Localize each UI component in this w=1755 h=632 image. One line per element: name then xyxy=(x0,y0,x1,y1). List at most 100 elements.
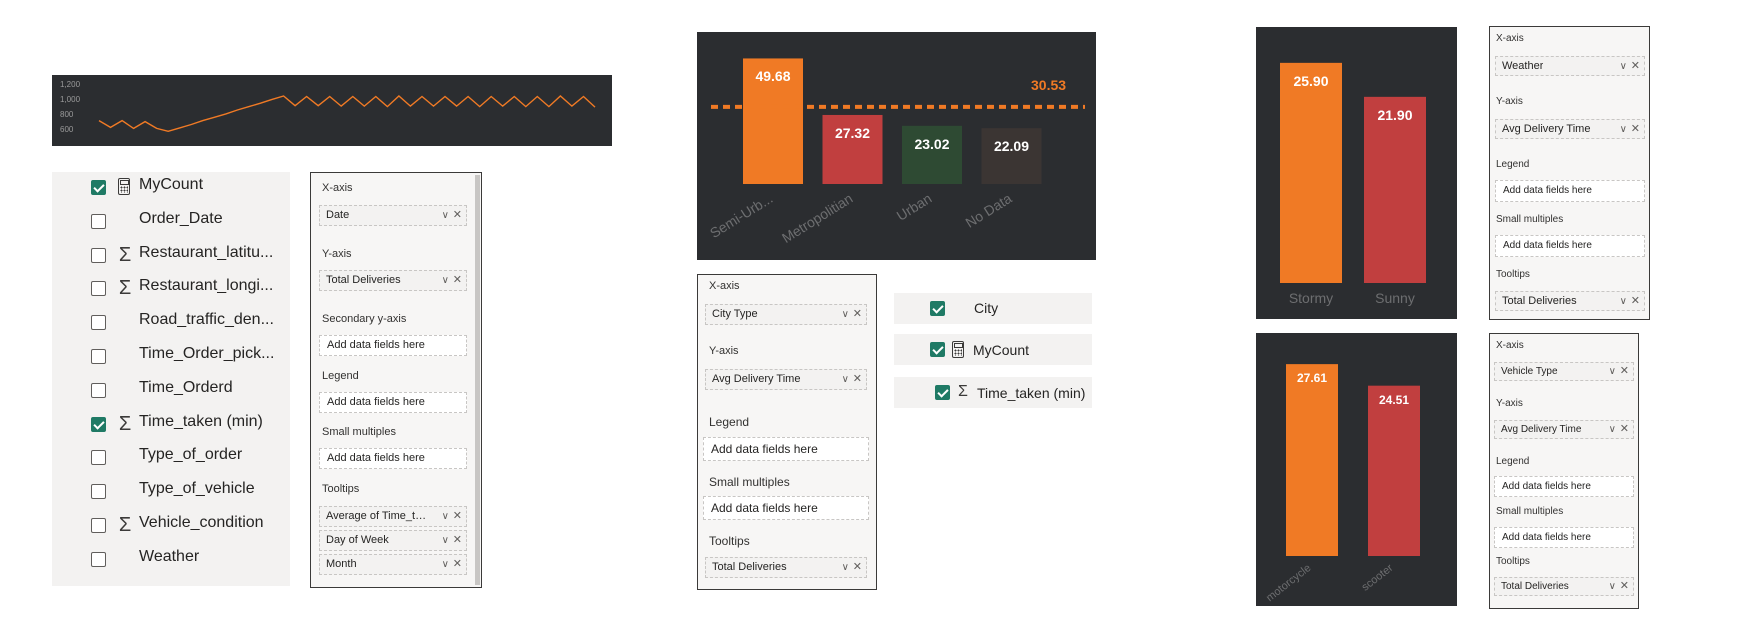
field-row[interactable]: MyCount xyxy=(52,174,290,204)
field-row[interactable]: Weather xyxy=(52,546,290,576)
bar[interactable] xyxy=(1280,62,1342,283)
remove-icon[interactable]: ✕ xyxy=(1619,365,1629,377)
city-bar-chart-visual[interactable]: 30.53 49.68 Semi-Urb... 27.32 Metropolitian… xyxy=(697,32,1096,260)
chevron-down-icon[interactable]: ∨ xyxy=(1619,124,1627,135)
remove-icon[interactable]: ✕ xyxy=(1619,423,1629,435)
small-multiples-drop-zone[interactable]: Add data fields here xyxy=(319,448,467,469)
x-axis-field-pill[interactable]: City Type ∨ ✕ xyxy=(705,304,867,325)
field-row[interactable]: Type_of_vehicle xyxy=(52,478,290,508)
remove-icon[interactable]: ✕ xyxy=(452,510,462,522)
legend-drop-zone[interactable]: Add data fields here xyxy=(319,392,467,413)
secondary-axis-drop-zone[interactable]: Add data fields here xyxy=(319,335,467,356)
y-tick-label: 600 xyxy=(60,125,74,134)
y-axis-field-pill[interactable]: Avg Delivery Time ∨ ✕ xyxy=(705,369,867,390)
checkbox[interactable] xyxy=(91,518,106,533)
tooltip-field-pill[interactable]: Total Deliveries ∨ ✕ xyxy=(1495,291,1645,311)
remove-icon[interactable]: ✕ xyxy=(852,561,862,573)
small-multiples-drop-zone[interactable]: Add data fields here xyxy=(703,496,869,520)
chevron-down-icon[interactable]: ∨ xyxy=(1608,366,1616,377)
legend-drop-zone[interactable]: Add data fields here xyxy=(703,437,869,461)
chevron-down-icon[interactable]: ∨ xyxy=(841,562,849,573)
checkbox[interactable] xyxy=(91,416,106,432)
field-row[interactable]: Σ Restaurant_longi... xyxy=(52,275,290,305)
remove-icon[interactable]: ✕ xyxy=(1630,123,1640,135)
checkbox[interactable] xyxy=(91,213,106,229)
checkbox[interactable] xyxy=(91,484,106,500)
field-row[interactable]: Σ Restaurant_latitu... xyxy=(52,242,290,272)
bar[interactable] xyxy=(743,58,803,184)
remove-icon[interactable]: ✕ xyxy=(852,373,862,385)
tooltip-field-pill[interactable]: Day of Week ∨ ✕ xyxy=(319,530,467,551)
chevron-down-icon[interactable]: ∨ xyxy=(841,309,849,320)
checkbox[interactable] xyxy=(91,247,106,263)
tooltip-field-pill[interactable]: Total Deliveries ∨ ✕ xyxy=(705,557,867,578)
remove-icon[interactable]: ✕ xyxy=(852,308,862,320)
checkbox[interactable] xyxy=(91,315,106,331)
chevron-down-icon[interactable]: ∨ xyxy=(441,275,449,286)
bar[interactable] xyxy=(981,128,1042,184)
chevron-down-icon[interactable]: ∨ xyxy=(441,535,449,546)
chevron-down-icon[interactable]: ∨ xyxy=(841,374,849,385)
x-axis-field-pill[interactable]: Weather ∨ ✕ xyxy=(1495,56,1645,76)
y-axis-field-pill[interactable]: Avg Delivery Time ∨ ✕ xyxy=(1495,119,1645,139)
bar[interactable] xyxy=(1286,364,1338,556)
y-axis-field-pill[interactable]: Avg Delivery Time ∨ ✕ xyxy=(1494,420,1634,439)
chevron-down-icon[interactable]: ∨ xyxy=(1619,296,1627,307)
remove-icon[interactable]: ✕ xyxy=(452,274,462,286)
checkbox[interactable] xyxy=(91,180,106,195)
legend-drop-zone[interactable]: Add data fields here xyxy=(1494,476,1634,497)
chevron-down-icon[interactable]: ∨ xyxy=(1608,581,1616,592)
field-row[interactable]: Time_Order_pick... xyxy=(52,343,290,373)
remove-icon[interactable]: ✕ xyxy=(452,534,462,546)
checkbox[interactable] xyxy=(91,450,106,466)
chevron-down-icon[interactable]: ∨ xyxy=(1619,61,1627,72)
x-axis-field-pill[interactable]: Vehicle Type ∨ ✕ xyxy=(1494,362,1634,381)
remove-icon[interactable]: ✕ xyxy=(1630,295,1640,307)
field-row-city[interactable]: City xyxy=(894,293,1092,324)
remove-icon[interactable]: ✕ xyxy=(1630,60,1640,72)
remove-icon[interactable]: ✕ xyxy=(1619,580,1629,592)
checkbox[interactable] xyxy=(91,551,106,567)
field-row[interactable]: Σ Time_taken (min) xyxy=(52,411,290,441)
field-pill-label: Total Deliveries xyxy=(1502,295,1577,307)
checkbox[interactable] xyxy=(91,281,106,297)
remove-icon[interactable]: ✕ xyxy=(452,558,462,570)
checkbox[interactable] xyxy=(91,382,106,398)
weather-bar-chart-visual[interactable]: 25.90 Stormy 21.90 Sunny xyxy=(1256,27,1457,319)
small-multiples-drop-zone[interactable]: Add data fields here xyxy=(1494,527,1634,548)
field-row-time-taken[interactable]: Σ Time_taken (min) xyxy=(894,377,1092,408)
scrollbar[interactable] xyxy=(475,175,480,585)
x-axis-field-pill[interactable]: Date ∨ ✕ xyxy=(319,205,467,226)
checkbox[interactable] xyxy=(935,385,950,400)
small-multiples-drop-zone[interactable]: Add data fields here xyxy=(1495,235,1645,257)
checkbox[interactable] xyxy=(930,301,945,316)
tooltip-field-pill[interactable]: Total Deliveries ∨ ✕ xyxy=(1494,577,1634,596)
checkbox[interactable] xyxy=(91,349,106,364)
checkbox[interactable] xyxy=(930,342,945,357)
remove-icon[interactable]: ✕ xyxy=(452,209,462,221)
chevron-down-icon[interactable]: ∨ xyxy=(441,210,449,221)
vehicle-bar-chart-visual[interactable]: 27.61 motorcycle 24.51 scooter xyxy=(1256,333,1457,606)
field-row[interactable]: Order_Date xyxy=(52,208,290,238)
bar[interactable] xyxy=(1364,96,1426,283)
x-axis-well-title: X-axis xyxy=(322,182,353,194)
tooltip-field-pill[interactable]: Average of Time_take... ∨✕ xyxy=(319,506,467,527)
field-pill-label: Total Deliveries xyxy=(712,561,787,573)
bar[interactable] xyxy=(902,125,962,184)
tooltips-well-title: Tooltips xyxy=(709,534,750,548)
chevron-down-icon[interactable]: ∨ xyxy=(441,559,449,570)
field-row[interactable]: Road_traffic_den... xyxy=(52,309,290,339)
line-chart-visual[interactable]: 1,200 1,000 800 600 xyxy=(52,75,612,146)
bar[interactable] xyxy=(1368,385,1420,556)
field-row[interactable]: Σ Vehicle_condition xyxy=(52,512,290,542)
field-label: Order_Date xyxy=(139,209,223,227)
legend-drop-zone[interactable]: Add data fields here xyxy=(1495,180,1645,202)
field-row-mycount[interactable]: MyCount xyxy=(894,334,1092,365)
field-row[interactable]: Type_of_order xyxy=(52,444,290,474)
bar[interactable] xyxy=(822,114,883,184)
chevron-down-icon[interactable]: ∨ xyxy=(441,511,449,522)
tooltip-field-pill[interactable]: Month ∨ ✕ xyxy=(319,554,467,575)
chevron-down-icon[interactable]: ∨ xyxy=(1608,424,1616,435)
field-row[interactable]: Time_Orderd xyxy=(52,377,290,407)
y-axis-field-pill[interactable]: Total Deliveries ∨ ✕ xyxy=(319,270,467,291)
